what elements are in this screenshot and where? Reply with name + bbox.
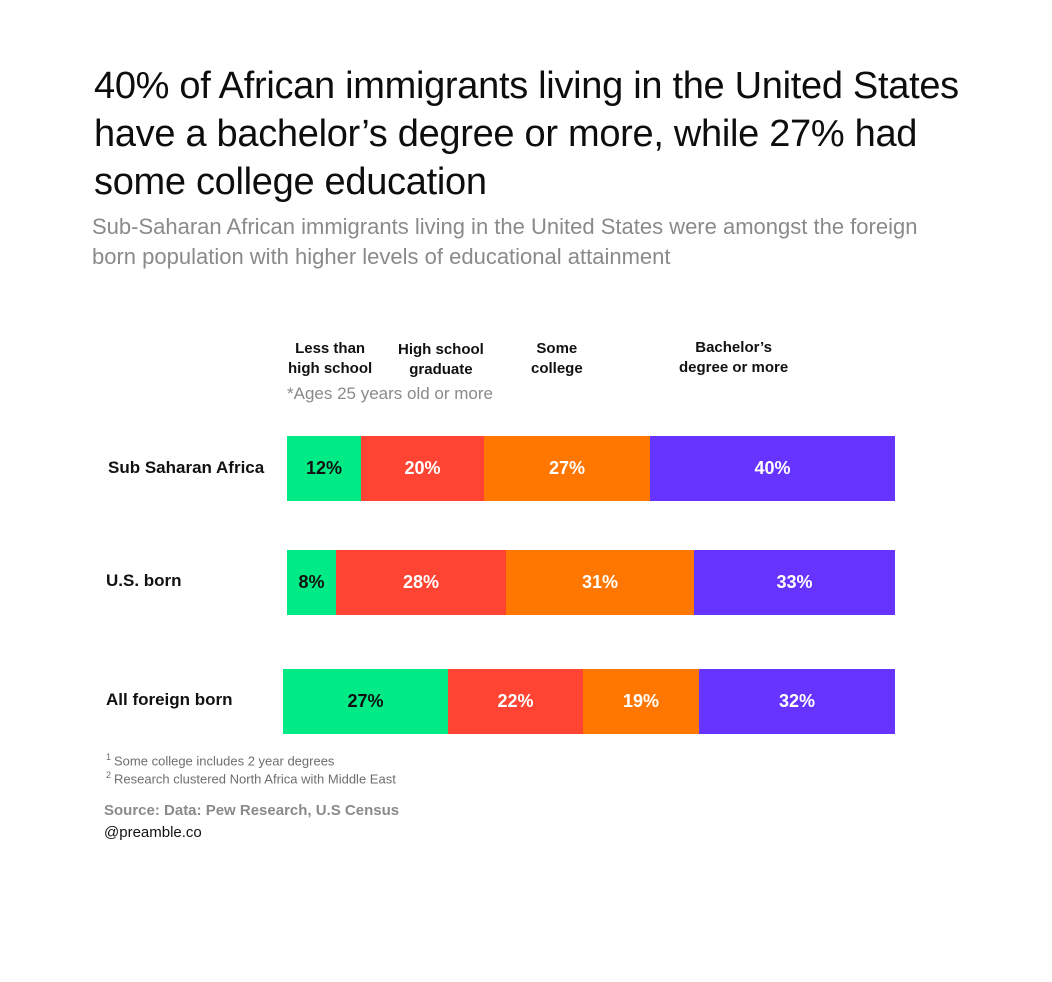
legend-label-less-than-high-school: Less than high school	[288, 339, 372, 379]
footnote-mark: 1	[106, 752, 112, 762]
legend-label-some-college: Some college	[531, 339, 583, 379]
segment-bachelors-or-more: 33%	[694, 550, 895, 615]
bar-us-born: 8% 28% 31% 33%	[287, 550, 895, 615]
segment-less-than-high-school: 12%	[287, 436, 361, 501]
segment-value-label: 20%	[404, 458, 441, 478]
segment-bachelors-or-more: 32%	[699, 669, 895, 734]
segment-less-than-high-school: 8%	[287, 550, 336, 615]
chart-title: 40% of African immigrants living in the …	[94, 65, 959, 203]
age-note: *Ages 25 years old or more	[287, 384, 493, 403]
segment-value-label: 31%	[581, 572, 619, 592]
legend-label-high-school-graduate: High school graduate	[398, 340, 484, 380]
segment-value-label: 33%	[776, 572, 813, 592]
footnote-text: Research clustered North Africa with Mid…	[114, 771, 396, 787]
segment-value-label: 12%	[305, 458, 343, 478]
legend-label-line: High school	[398, 341, 484, 358]
row-label-sub-saharan-africa: Sub Saharan Africa	[108, 458, 265, 477]
segment-bachelors-or-more: 40%	[650, 436, 895, 501]
legend-label-bachelors-or-more: Bachelor’s degree or more	[679, 338, 788, 378]
legend-label-line: graduate	[409, 361, 473, 378]
footnote-text: Some college includes 2 year degrees	[114, 753, 335, 769]
segment-some-college: 27%	[484, 436, 650, 501]
segment-some-college: 19%	[583, 669, 699, 734]
source-credit: Source: Data: Pew Research, U.S Census	[104, 802, 400, 819]
segment-high-school-graduate: 28%	[336, 550, 506, 615]
segment-value-label: 22%	[497, 691, 534, 711]
segment-value-label: 32%	[778, 691, 816, 711]
legend-label-line: Less than	[295, 340, 366, 357]
segment-value-label: 8%	[298, 572, 325, 592]
legend-label-line: Bachelor’s	[695, 339, 772, 356]
bar-all-foreign-born: 27% 22% 19% 32%	[283, 669, 895, 734]
segment-value-label: 28%	[402, 572, 440, 592]
row-label-all-foreign-born: All foreign born	[106, 690, 233, 709]
author-handle: @preamble.co	[104, 824, 202, 841]
segment-value-label: 27%	[548, 458, 586, 478]
row-label-us-born: U.S. born	[106, 571, 182, 590]
footnote-north-africa: 2 Research clustered North Africa with Mi…	[106, 770, 396, 786]
chart-subtitle: Sub-Saharan African immigrants living in…	[92, 214, 918, 269]
segment-high-school-graduate: 22%	[448, 669, 583, 734]
segment-value-label: 27%	[347, 691, 384, 711]
legend-label-line: high school	[288, 360, 373, 377]
segment-less-than-high-school: 27%	[283, 669, 448, 734]
footnote-some-college: 1 Some college includes 2 year degrees	[106, 752, 334, 768]
footnote-mark: 2	[106, 770, 112, 780]
legend-label-line: college	[531, 360, 583, 377]
legend-label-line: Some	[536, 340, 578, 357]
legend-label-line: degree or more	[679, 359, 789, 376]
segment-value-label: 19%	[622, 691, 660, 711]
segment-some-college: 31%	[506, 550, 694, 615]
segment-value-label: 40%	[754, 458, 791, 478]
bar-sub-saharan-africa: 12% 20% 27% 40%	[287, 436, 895, 501]
segment-high-school-graduate: 20%	[361, 436, 484, 501]
